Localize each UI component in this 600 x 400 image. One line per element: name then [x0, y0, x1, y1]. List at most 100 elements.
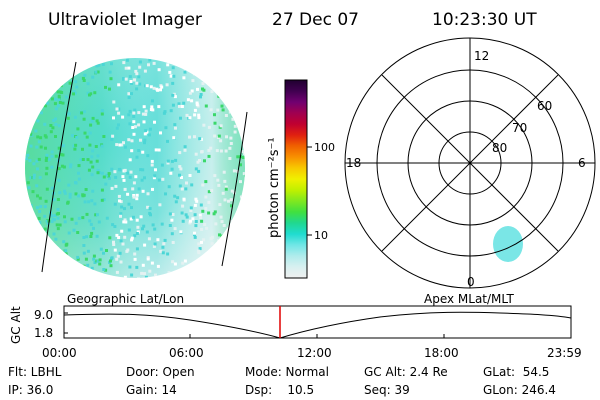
speckle — [56, 104, 60, 108]
speckle — [126, 248, 130, 252]
speckle — [60, 153, 64, 157]
speckle — [86, 263, 90, 267]
speckle — [35, 109, 38, 113]
speckle — [220, 234, 224, 238]
speckle — [66, 263, 70, 267]
speckle — [109, 264, 113, 268]
speckle — [162, 111, 166, 115]
speckle — [237, 59, 241, 63]
speckle — [43, 205, 47, 209]
speckle — [174, 126, 177, 130]
speckle — [53, 60, 56, 64]
speckle — [198, 159, 201, 162]
speckle — [110, 137, 114, 141]
speckle — [189, 206, 193, 210]
speckle — [83, 131, 87, 135]
speckle — [134, 175, 138, 179]
speckle — [159, 131, 162, 135]
speckle — [88, 93, 91, 97]
speckle — [161, 245, 165, 249]
speckle — [129, 217, 133, 221]
speckle — [195, 271, 199, 275]
speckle — [239, 163, 242, 167]
x-tick-12: 12:00 — [297, 346, 332, 360]
speckle — [74, 181, 78, 185]
speckle — [107, 172, 111, 176]
speckle — [169, 59, 172, 63]
speckle — [89, 277, 93, 278]
speckle — [64, 249, 68, 253]
speckle — [225, 265, 229, 269]
speckle — [188, 116, 192, 120]
speckle — [173, 227, 177, 231]
speckle — [163, 238, 167, 242]
speckle — [209, 108, 213, 112]
speckle — [224, 149, 228, 153]
speckle — [58, 101, 62, 104]
speckle — [232, 272, 236, 276]
speckle — [145, 230, 149, 234]
speckle — [171, 260, 175, 264]
speckle — [239, 180, 242, 184]
imager-disk-intensity — [25, 58, 245, 278]
speckle — [137, 149, 141, 152]
speckle — [167, 271, 171, 275]
speckle — [207, 154, 211, 158]
speckle — [63, 69, 67, 72]
speckle — [82, 264, 86, 268]
speckle — [174, 200, 178, 204]
speckle — [26, 127, 30, 131]
speckle — [33, 268, 36, 272]
speckle — [212, 246, 216, 250]
speckle — [131, 126, 135, 129]
speckle — [97, 220, 101, 224]
speckle — [202, 88, 206, 92]
speckle — [132, 181, 136, 185]
speckle — [182, 101, 186, 105]
speckle — [186, 98, 190, 102]
speckle — [68, 192, 72, 196]
speckle — [110, 167, 114, 171]
speckle — [77, 177, 81, 181]
speckle — [222, 170, 226, 174]
speckle — [210, 189, 214, 193]
speckle — [185, 215, 189, 219]
speckle — [104, 85, 107, 89]
speckle — [242, 202, 245, 206]
speckle — [72, 228, 76, 232]
speckle — [195, 260, 199, 264]
speckle — [36, 194, 39, 198]
speckle — [152, 244, 156, 248]
speckle — [68, 195, 72, 199]
speckle — [179, 230, 183, 234]
speckle — [29, 115, 32, 118]
speckle — [67, 231, 71, 235]
speckle — [77, 216, 81, 220]
speckle — [169, 74, 173, 78]
speckle — [171, 81, 175, 85]
speckle — [194, 197, 198, 201]
speckle — [100, 112, 104, 116]
speckle — [37, 230, 41, 234]
speckle — [229, 142, 233, 145]
speckle — [232, 91, 235, 95]
speckle — [194, 224, 198, 228]
speckle — [43, 270, 47, 274]
speckle — [206, 69, 210, 73]
speckle — [143, 243, 147, 247]
speckle — [129, 170, 133, 174]
speckle — [184, 213, 188, 217]
speckle — [117, 111, 121, 115]
speckle — [54, 97, 58, 101]
speckle — [183, 145, 187, 149]
speckle — [98, 262, 102, 266]
speckle — [96, 154, 100, 158]
imager-disk — [25, 58, 248, 278]
speckle — [113, 170, 117, 174]
speckle — [82, 79, 86, 82]
speckle — [38, 64, 42, 68]
speckle — [127, 66, 131, 70]
speckle — [196, 87, 199, 91]
speckle — [45, 166, 49, 170]
speckle — [146, 154, 150, 158]
